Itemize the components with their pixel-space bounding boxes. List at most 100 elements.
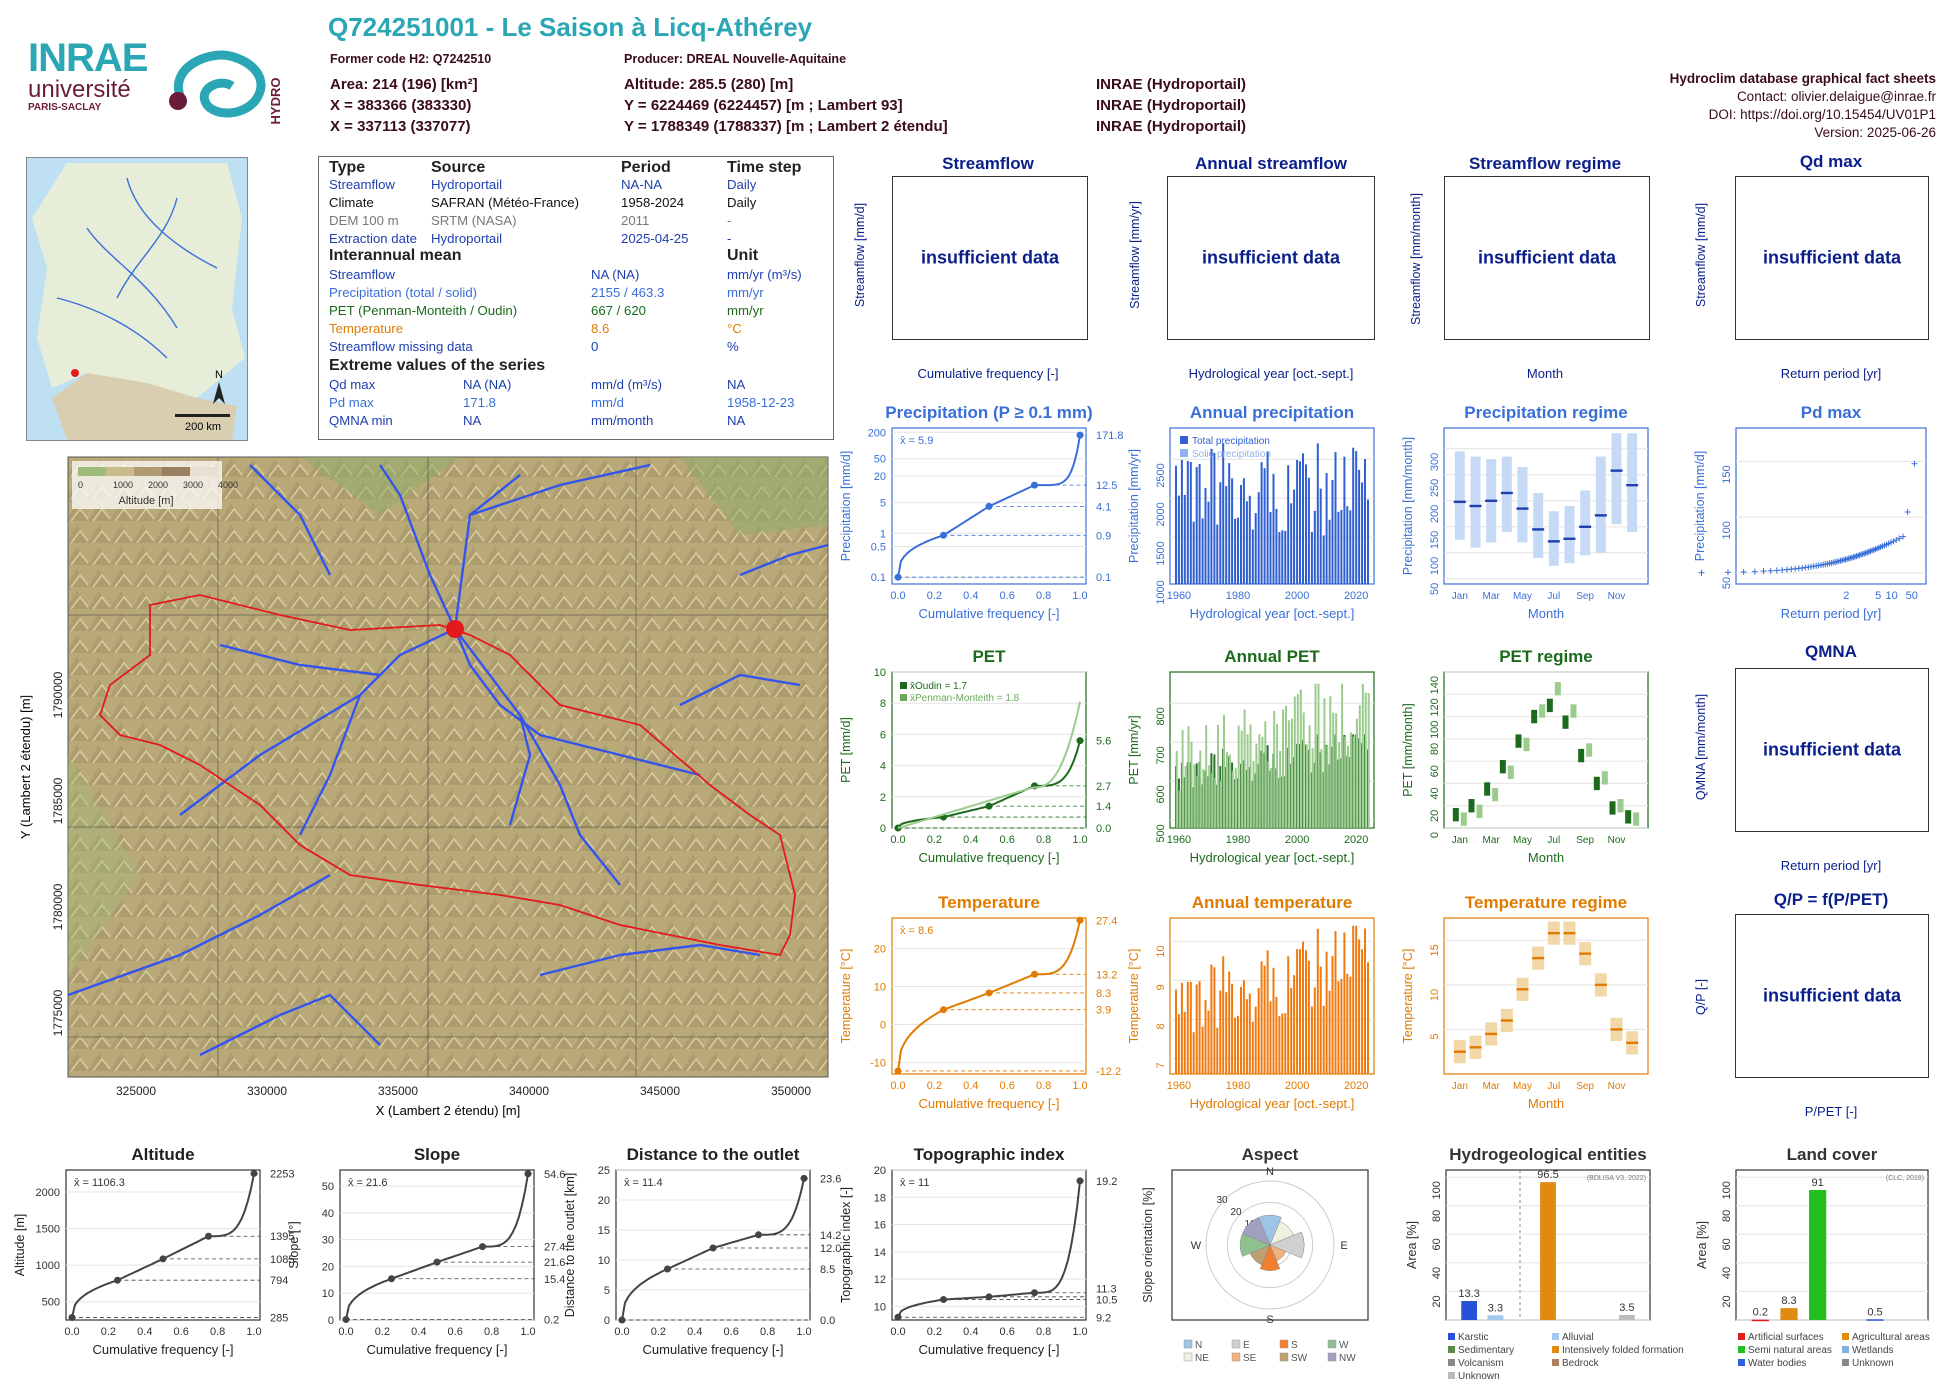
annual_temp-bar [1183,1011,1186,1074]
hydro-logo: HYDRO [169,50,283,124]
hydrogeo-legend-label: Alluvial [1562,1332,1594,1343]
temp_regime-xlabel: Month [1528,1096,1564,1111]
hydrogeo-bar [1540,1182,1556,1320]
info-row-2-3: - [727,213,732,228]
pet_regime-box-oudin [1531,709,1538,724]
pd_max-xtick: 50 [1906,590,1918,602]
distance_cdf-ytick: 20 [598,1195,610,1207]
pet-legend-penman-swatch [900,694,907,701]
temp_cdf-title: Temperature [938,893,1040,912]
annual_temp-ytick: 8 [1155,1023,1167,1029]
annual_precip-bar [1216,524,1219,584]
altitude_cdf-ytick: 1000 [36,1260,60,1272]
pet_cdf-ytick: 6 [880,729,886,741]
mean-row-0-1: NA (NA) [591,267,640,282]
pet_regime-box-penman [1476,804,1483,818]
annual_temp-bar [1346,973,1349,1074]
annual_precip-title: Annual precipitation [1190,403,1354,422]
annual_temp-bar [1319,966,1322,1074]
annual_pet-bar [1225,752,1228,828]
info-row-3-3: - [727,231,732,246]
scale-label: 200 km [185,421,221,433]
annual_temp-bar [1251,1021,1254,1074]
info-row-2-1: SRTM (NASA) [431,213,517,228]
annual_temp-bar [1198,981,1201,1074]
pet_regime-ytick: 100 [1429,721,1441,739]
distance_cdf-xtick: 0.0 [614,1326,629,1338]
annual_precip-bar [1201,518,1204,584]
annual_temp-bar [1245,999,1248,1074]
annual_precip-bar [1313,510,1316,584]
annual_temp-bar [1186,981,1189,1074]
annual_temp-bar [1210,964,1213,1074]
pet-cdf-penman-curve [897,701,1081,829]
pet_regime-box-oudin [1452,807,1459,822]
temp_cdf-rlabel: 3.9 [1096,1005,1111,1017]
info-row-1-1: SAFRAN (Météo-France) [431,195,580,210]
annual_temp-bar [1180,982,1183,1074]
pet_regime-xtick: Jul [1547,835,1560,846]
hydrogeo-legend-label: Sedimentary [1458,1345,1514,1356]
annual_precip-bar [1192,521,1195,584]
annual_temp-xtick: 1960 [1167,1080,1191,1092]
annual_pet-bar [1352,736,1355,828]
temp_cdf-ytick: -10 [870,1058,886,1070]
annual_precip-bar [1251,529,1254,584]
annual_precip-bar [1307,477,1310,584]
distance_cdf-xtick: 0.8 [760,1326,775,1338]
universite-wordmark: université [28,76,131,103]
precip_regime-ytick: 50 [1429,583,1441,595]
altitude-legend-tick: 4000 [218,480,238,490]
aspect-legend-label: W [1339,1340,1349,1351]
annual_precip-bar [1302,453,1304,584]
annual_pet-bar [1338,742,1341,828]
annual_temp-bar [1331,955,1334,1074]
precip_regime-ytick: 150 [1429,531,1441,549]
annual_precip-bar [1175,465,1177,584]
pet_cdf-title: PET [972,647,1006,666]
precip_cdf-xlabel: Cumulative frequency [-] [919,606,1060,621]
extreme-row-1-0: Pd max [329,395,374,410]
annual_pet-bar [1237,725,1240,828]
annual_precip-bar [1245,501,1248,584]
annual_precip-bar [1186,460,1189,584]
landcover-legend-label: Water bodies [1748,1358,1807,1369]
precip_regime-box [1470,456,1481,548]
precip_cdf-xtick: 0.0 [890,590,905,602]
precip_regime-xtick: May [1513,591,1532,602]
annual_precip-bar [1242,478,1245,584]
precip_regime-ytick: 100 [1429,557,1441,575]
hydrogeo-legend-swatch [1552,1359,1559,1366]
temp_regime-xtick: Mar [1483,1081,1501,1092]
annual_pet-bar [1350,732,1352,828]
pd_max-ytick: 150 [1721,465,1733,483]
info-table: Type Source Period Time step Streamflow H… [318,156,834,440]
aspect-dir-S: S [1266,1314,1273,1326]
slope_cdf-xtick: 0.6 [448,1326,463,1338]
annual_temp-bar [1307,960,1310,1074]
aspect-legend-swatch [1183,1352,1193,1362]
annual_pet-bar [1255,743,1258,828]
annual_temp-bar [1213,967,1216,1074]
precip_regime-box [1627,433,1638,532]
slope_cdf-rlabel: 21.6 [544,1257,565,1269]
precip_cdf-mean: x̄ = 5.9 [900,435,933,447]
precip_regime-xtick: Sep [1576,591,1594,602]
annual_pet-bar [1181,730,1184,828]
annual_pet-ytick: 500 [1155,824,1167,842]
annual_pet-bar [1243,709,1246,828]
col-step: Time step [727,159,802,176]
aspect-title: Aspect [1242,1145,1299,1164]
annual_precip-bar [1266,451,1269,584]
annual_temp-bar [1237,1015,1239,1074]
annual_temp-bar [1242,980,1245,1074]
streamflow-title: Streamflow [942,154,1034,173]
aspect-legend-swatch [1183,1339,1193,1349]
pd_max-title: Pd max [1801,403,1862,422]
altitude_cdf-rlabel: 1085 [270,1254,294,1266]
annual_pet-ytick: 600 [1155,785,1167,803]
extreme-row-1-2: mm/d [591,395,624,410]
y-lambert93: Y = 6224469 (6224457) [m ; Lambert 93] [624,97,903,114]
annual_pet-bar [1320,749,1323,828]
annual_precip-xlabel: Hydrological year [oct.-sept.] [1190,606,1355,621]
